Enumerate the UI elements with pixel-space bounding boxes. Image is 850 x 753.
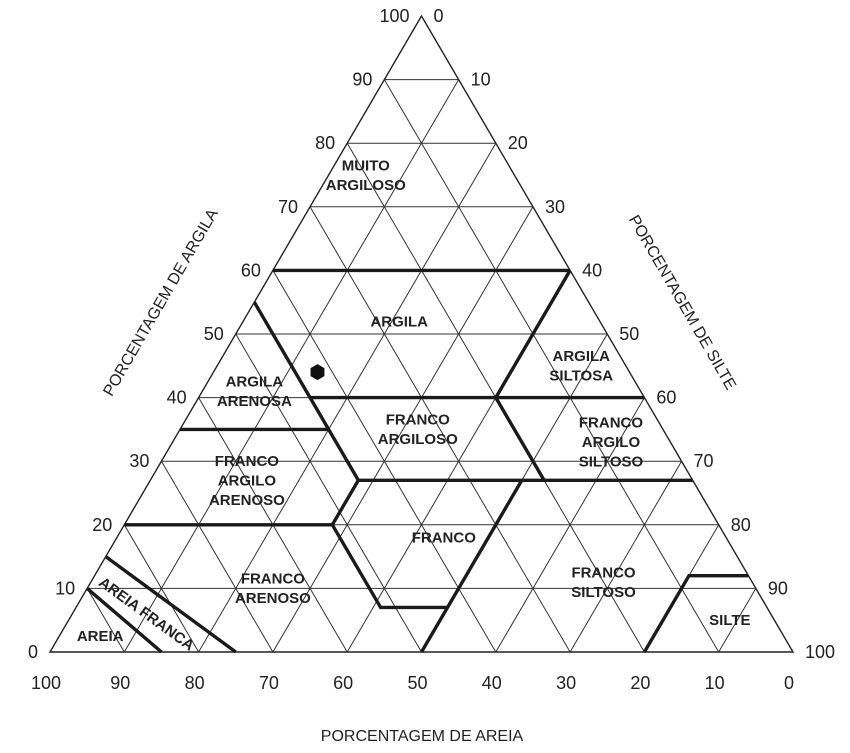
grid-line-sand	[309, 206, 571, 653]
region-label-line: ARGILA	[226, 373, 284, 390]
sand-axis-label: PORCENTAGEM DE AREIA	[321, 728, 524, 745]
region-label: FRANCO ARGILOSO	[378, 412, 458, 449]
sand-tick-label: 80	[185, 673, 205, 693]
clay-axis-label: PORCENTAGEM DE ARGILA	[100, 206, 221, 399]
clay-tick-label: 10	[55, 578, 75, 598]
region-label: FRANCO ARENOSO	[235, 571, 311, 608]
silt-tick-label: 30	[545, 197, 565, 217]
grid-line-sand	[123, 524, 200, 653]
region-label-line: FRANCO	[386, 412, 450, 429]
silt-tick-label: 60	[656, 388, 676, 408]
clay-tick-label: 50	[204, 324, 224, 344]
class-boundary-line	[330, 479, 448, 610]
clay-tick-label: 30	[129, 451, 149, 471]
region-label-line: SILTOSO	[579, 454, 644, 471]
sand-tick-label: 40	[482, 673, 502, 693]
grid-lines	[86, 79, 757, 653]
class-boundary-line	[104, 555, 237, 654]
region-label: FRANCO SILTOSO	[571, 564, 636, 601]
sand-tick-label: 60	[333, 673, 353, 693]
region-label: FRANCO ARGILO ARENOSO	[209, 453, 285, 509]
region-label: FRANCO	[412, 530, 476, 547]
clay-tick-label: 0	[28, 642, 38, 662]
region-label-line: ARGILA	[552, 348, 610, 365]
class-boundary-line	[494, 269, 572, 399]
region-label: ARGILA SILTOSA	[549, 348, 613, 385]
class-boundary-line	[86, 587, 163, 654]
region-label: SILTE	[709, 612, 750, 629]
grid-line-sand	[86, 588, 125, 653]
sand-tick-label: 70	[259, 673, 279, 693]
region-label-line: ARENOSA	[217, 393, 292, 410]
sand-tick-label: 90	[110, 673, 130, 693]
sand-tick-label: 20	[630, 673, 650, 693]
region-label: MUITO ARGILOSO	[326, 157, 406, 194]
region-label-line: ARGILO	[582, 434, 641, 451]
region-label-line: ARGILOSO	[326, 177, 406, 194]
region-label-line: SILTOSA	[549, 368, 613, 385]
region-label: FRANCO ARGILO SILTOSO	[579, 415, 644, 471]
class-boundary-line	[420, 479, 524, 653]
sand-tick-label: 0	[784, 673, 794, 693]
class-boundary-line	[494, 396, 546, 482]
sand-tick-label: 100	[31, 673, 61, 693]
sand-tick-label: 10	[705, 673, 725, 693]
silt-tick-label: 0	[434, 6, 444, 26]
silt-tick-label: 90	[768, 578, 788, 598]
region-label-line: MUITO	[342, 157, 390, 174]
region-label-line: SILTE	[709, 612, 750, 629]
clay-tick-label: 100	[379, 6, 409, 26]
clay-tick-label: 90	[352, 70, 372, 90]
grid-line-silt	[569, 460, 682, 653]
grid-line-silt	[495, 397, 645, 653]
clay-tick-label: 20	[92, 515, 112, 535]
silt-tick-label: 10	[471, 70, 491, 90]
region-label: ARGILA ARENOSA	[217, 373, 292, 410]
silt-tick-label: 80	[731, 515, 751, 535]
clay-tick-label: 40	[167, 388, 187, 408]
class-boundary-line	[252, 301, 360, 482]
sample-point	[310, 364, 325, 381]
silt-tick-label: 50	[619, 324, 639, 344]
region-label-line: ARENOSO	[235, 590, 311, 607]
sample-point-hexagon-icon	[310, 364, 325, 381]
region-label: ARGILA	[370, 313, 428, 330]
region-label-line: FRANCO	[579, 415, 643, 432]
region-label: AREIA	[77, 628, 124, 645]
grid-line-sand	[161, 460, 274, 653]
clay-tick-label: 60	[241, 260, 261, 280]
silt-axis-label: PORCENTAGEM DE SILTE	[625, 213, 739, 393]
clay-tick-label: 80	[315, 133, 335, 153]
clay-tick-label: 70	[278, 197, 298, 217]
silt-tick-label: 70	[694, 451, 714, 471]
grid-line-sand	[383, 79, 720, 653]
texture-class-boundaries	[86, 268, 749, 654]
region-label-line: ARENOSO	[209, 492, 285, 509]
region-label-line: ARGILA	[370, 313, 428, 330]
sand-tick-label: 30	[556, 673, 576, 693]
region-label-line: FRANCO	[215, 453, 279, 470]
silt-tick-label: 100	[805, 642, 835, 662]
region-label-line: AREIA	[77, 628, 124, 645]
region-label-line: ARGILOSO	[378, 431, 458, 448]
region-label-line: FRANCO	[571, 564, 635, 581]
region-label-line: ARGILO	[218, 472, 277, 489]
class-boundary-line	[642, 573, 749, 653]
silt-tick-label: 20	[508, 133, 528, 153]
sand-tick-label: 50	[407, 673, 427, 693]
grid-line-sand	[235, 333, 422, 653]
silt-tick-label: 40	[582, 260, 602, 280]
region-label-line: FRANCO	[241, 571, 305, 588]
grid-line-silt	[272, 206, 534, 653]
grid-line-silt	[718, 588, 757, 653]
region-label-line: FRANCO	[412, 530, 476, 547]
region-label-line: SILTOSO	[571, 584, 636, 601]
